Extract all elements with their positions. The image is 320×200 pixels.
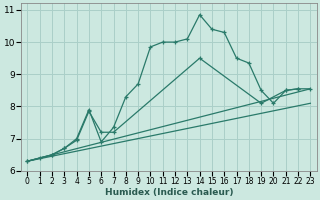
X-axis label: Humidex (Indice chaleur): Humidex (Indice chaleur) xyxy=(105,188,233,197)
